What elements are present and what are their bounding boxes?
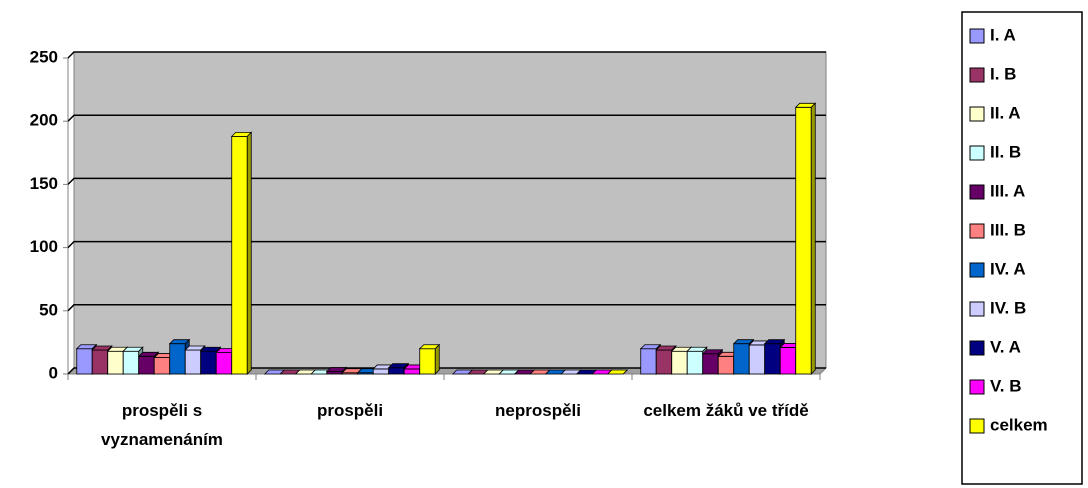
bar-front — [419, 348, 436, 375]
legend-swatch — [969, 106, 985, 122]
grid-line — [67, 367, 826, 375]
bar — [418, 343, 441, 375]
legend-label: II. B — [990, 142, 1021, 161]
legend-label: I. A — [990, 25, 1016, 44]
legend-swatch — [969, 301, 985, 317]
bar-front — [795, 106, 812, 375]
legend-swatch — [969, 223, 985, 239]
bar — [606, 369, 629, 375]
legend-swatch — [969, 418, 985, 434]
bar-front — [231, 135, 248, 375]
grid-line — [67, 240, 826, 249]
bar-front — [748, 344, 766, 375]
plot-wall — [73, 51, 827, 369]
bar-front — [138, 355, 155, 375]
legend-label: IV. A — [990, 259, 1026, 278]
bar-front — [215, 352, 233, 375]
legend-box — [961, 11, 1083, 485]
legend-label: IV. B — [990, 298, 1026, 317]
bar-front — [640, 348, 657, 375]
legend-label: I. B — [990, 64, 1016, 83]
bar-front — [702, 353, 719, 375]
bar-front — [671, 350, 688, 375]
grid-line — [67, 304, 826, 312]
bar-front — [200, 350, 217, 375]
y-tick-label: 250 — [30, 47, 58, 66]
legend-swatch — [969, 340, 985, 356]
bar — [230, 131, 253, 375]
legend-swatch — [969, 262, 985, 278]
y-tick-label: 100 — [30, 237, 58, 256]
bar-front — [686, 350, 704, 375]
bar-side — [246, 131, 252, 375]
bar-front — [779, 347, 797, 375]
legend-label: III. B — [990, 220, 1026, 239]
legend-swatch — [969, 67, 985, 83]
bar-front — [153, 357, 171, 375]
legend-swatch — [969, 145, 985, 161]
legend-label: III. A — [990, 181, 1025, 200]
y-tick-label: 150 — [30, 174, 58, 193]
y-tick-label: 200 — [30, 111, 58, 130]
bar-front — [372, 368, 390, 375]
bar-front — [122, 350, 140, 375]
y-tick-label: 50 — [39, 300, 58, 319]
legend-label: V. A — [990, 337, 1021, 356]
y-tick-label: 0 — [49, 363, 58, 382]
bar-front — [717, 355, 735, 375]
bar-front — [388, 367, 405, 375]
legend-swatch — [969, 379, 985, 395]
x-tick-label: celkem žáků ve třídě — [643, 401, 809, 420]
bar-front — [733, 343, 750, 375]
x-tick-label: neprospěli — [495, 401, 581, 420]
legend-swatch — [969, 184, 985, 200]
bar-front — [76, 348, 93, 375]
bar-front — [655, 349, 673, 375]
bar-front — [169, 343, 186, 375]
legend-swatch — [969, 28, 985, 44]
legend-label: II. A — [990, 103, 1021, 122]
grid-line — [67, 51, 826, 59]
legend-label: celkem — [990, 415, 1048, 434]
grid-line — [67, 177, 826, 185]
bar-side — [434, 343, 440, 375]
grid-line — [67, 114, 826, 122]
bar-front — [184, 349, 202, 375]
x-tick-label: prospěli — [316, 401, 384, 420]
x-tick-label: prospěli s vyznamenáním — [101, 401, 223, 449]
bar-front — [107, 350, 124, 375]
bar — [794, 102, 817, 375]
bar-side — [810, 102, 816, 375]
bar-front — [91, 349, 109, 375]
legend-label: V. B — [990, 376, 1022, 395]
bar-front — [403, 368, 421, 375]
bar-side — [622, 369, 628, 375]
bar-front — [764, 343, 781, 375]
